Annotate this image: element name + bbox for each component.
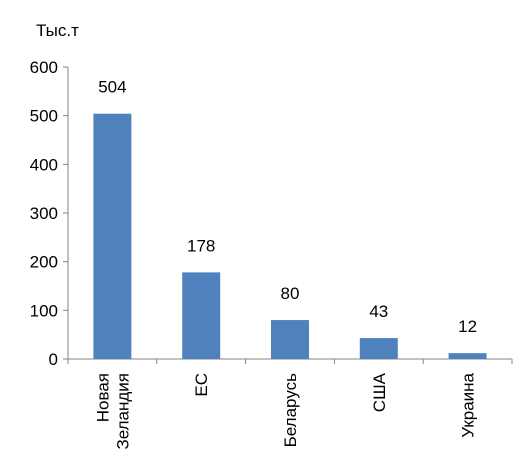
data-label: 12 xyxy=(458,317,477,336)
y-tick-label: 400 xyxy=(30,155,58,174)
y-tick-label: 200 xyxy=(30,253,58,272)
x-tick-labels: Новая Зеландия ЕС Беларусь США Украина xyxy=(93,372,477,449)
x-tick-label-line: США xyxy=(370,372,389,412)
y-tick-label: 100 xyxy=(30,301,58,320)
y-tick-label: 600 xyxy=(30,58,58,77)
data-label: 504 xyxy=(98,78,126,97)
y-unit-label: Тыс.т xyxy=(36,21,79,40)
data-label: 80 xyxy=(281,284,300,303)
x-tick-label-line: Беларусь xyxy=(281,373,300,447)
bar xyxy=(93,113,132,359)
data-label: 178 xyxy=(187,236,215,255)
data-labels: 504 178 80 43 12 xyxy=(98,78,477,336)
x-tick-label: Украина xyxy=(459,372,478,437)
x-tick-label: Новая Зеландия xyxy=(93,373,132,450)
y-tick-labels: 0 100 200 300 400 500 600 xyxy=(30,58,58,369)
bar xyxy=(359,338,398,359)
y-tick-label: 500 xyxy=(30,107,58,126)
axes xyxy=(63,66,513,364)
x-tick-label-line: Новая xyxy=(93,373,112,422)
x-tick-label-line: Зеландия xyxy=(113,373,132,450)
x-tick-label-line: Украина xyxy=(459,372,478,437)
x-tick-label: ЕС xyxy=(192,373,211,397)
bar xyxy=(182,272,221,359)
bar xyxy=(271,320,309,359)
bar xyxy=(448,353,487,359)
data-label: 43 xyxy=(369,302,388,321)
y-tick-label: 300 xyxy=(30,204,58,223)
x-tick-label: Беларусь xyxy=(281,373,300,447)
x-tick-label-line: ЕС xyxy=(192,373,211,397)
x-tick-label: США xyxy=(370,372,389,412)
y-tick-label: 0 xyxy=(49,350,58,369)
bars xyxy=(93,113,487,359)
